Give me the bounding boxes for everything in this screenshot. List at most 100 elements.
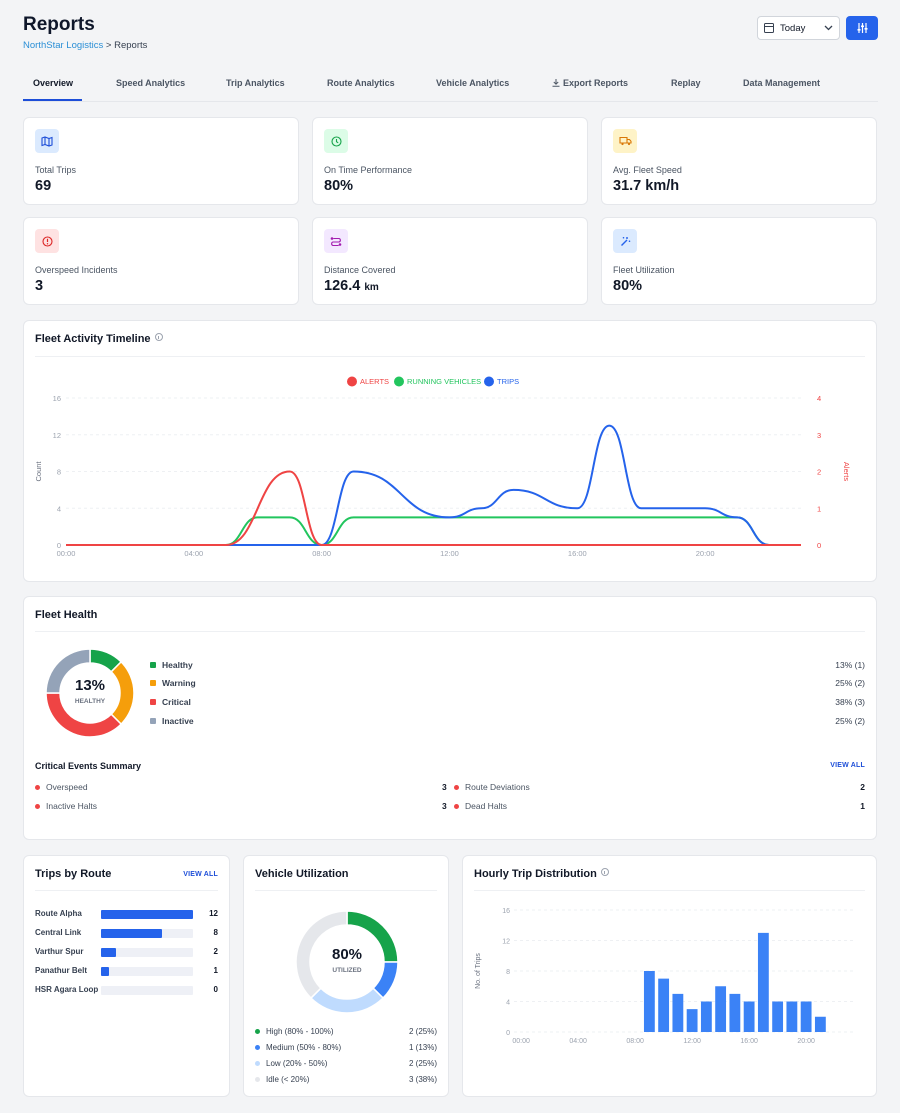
info-icon[interactable] [154, 333, 163, 341]
breadcrumb-separator: > [105, 40, 112, 51]
calendar-icon [764, 23, 774, 33]
y-tick-label: 8 [57, 468, 61, 477]
tab-route-analytics[interactable]: Route Analytics [327, 78, 395, 88]
route-label: Panathur Belt [35, 966, 88, 975]
hourly-title-text: Hourly Trip Distribution [474, 868, 597, 880]
route-label: Central Link [35, 928, 82, 937]
critical-events-view-all-link[interactable]: VIEW ALL [830, 762, 865, 769]
y2-tick-label: 0 [817, 541, 821, 550]
event-route-deviations: Route Deviations [454, 782, 530, 792]
health-center-label: HEALTHY [74, 698, 106, 705]
kpi-label: Avg. Fleet Speed [613, 165, 682, 175]
hourly-bar [786, 1001, 798, 1032]
card-divider [35, 356, 865, 357]
y-tick-label: 0 [57, 541, 61, 550]
active-tab-indicator [23, 99, 82, 101]
x-tick-label: 16:00 [568, 549, 587, 558]
hourly-bar [772, 1001, 784, 1032]
kpi-card-overspeed: Overspeed Incidents 3 [23, 217, 299, 305]
card-divider [474, 890, 865, 891]
route-icon [324, 229, 348, 253]
card-divider [35, 890, 218, 891]
kpi-value: 31.7 km/h [613, 178, 680, 194]
card-divider [35, 631, 865, 632]
legend-label: ALERTS [360, 377, 389, 386]
kpi-value: 69 [35, 178, 52, 194]
timeline-title-text: Fleet Activity Timeline [35, 333, 151, 345]
page-title: Reports [23, 14, 95, 35]
info-icon[interactable] [600, 868, 609, 876]
x-tick-label: 08:00 [312, 549, 331, 558]
tab-overview[interactable]: Overview [33, 78, 74, 88]
y-tick-label: 16 [53, 394, 61, 403]
route-bar [101, 929, 163, 938]
x-tick-label: 12:00 [683, 1038, 701, 1045]
tab-data-management[interactable]: Data Management [743, 78, 821, 88]
utilization-center-value: 80% [331, 946, 363, 963]
y-tick-label: 4 [57, 504, 61, 513]
tab-export-reports-label: Export Reports [563, 78, 629, 88]
y-tick-label: 12 [53, 431, 61, 440]
kpi-number: 126.4 [324, 278, 361, 294]
event-route-deviations-count: 2 [860, 782, 865, 792]
health-pct-inactive: 25% (2) [835, 716, 865, 726]
utilization-center-label: UTILIZED [332, 967, 362, 974]
health-legend-inactive: Inactive [150, 716, 194, 726]
tab-trip-analytics[interactable]: Trip Analytics [226, 78, 285, 88]
date-filter-dropdown[interactable]: Today [757, 16, 840, 40]
tab-export-reports[interactable]: Export Reports [552, 78, 628, 88]
tab-vehicle-analytics[interactable]: Vehicle Analytics [436, 78, 510, 88]
map-icon [35, 129, 59, 153]
y2-tick-label: 2 [817, 468, 821, 477]
hourly-trip-distribution-card: Hourly Trip Distribution 0 4 8 12 16 00:00 04:… [462, 855, 877, 1097]
tab-speed-analytics[interactable]: Speed Analytics [116, 78, 186, 88]
kpi-label: Total Trips [35, 165, 77, 175]
filter-settings-button[interactable] [846, 16, 878, 40]
hourly-trip-chart: 0 4 8 12 16 00:00 04:00 08:00 12:00 16:00 20:00 No.… [475, 908, 856, 1045]
kpi-card-distance: Distance Covered 126.4 km [312, 217, 588, 305]
trips-by-route-view-all-link[interactable]: VIEW ALL [183, 871, 218, 878]
truck-icon [613, 129, 637, 153]
donut-slice [309, 987, 385, 1014]
breadcrumb-root-link[interactable]: NorthStar Logistics [23, 40, 104, 51]
fleet-health-title: Fleet Health [35, 609, 98, 621]
legend-label: TRIPS [497, 377, 519, 386]
vehicle-utilization-card: Vehicle Utilization 80% UTILIZED High (8… [243, 855, 449, 1097]
tab-replay[interactable]: Replay [671, 78, 701, 88]
y-tick-label: 16 [502, 908, 510, 915]
hourly-bar [643, 971, 655, 1032]
kpi-label: Overspeed Incidents [35, 265, 118, 275]
route-value: 2 [213, 947, 218, 956]
hourly-bar [743, 1001, 755, 1032]
route-label: Varthur Spur [35, 947, 84, 956]
kpi-value: 80% [613, 278, 643, 294]
series-line-running-vehicles [66, 516, 801, 547]
health-legend-healthy: Healthy [150, 660, 193, 670]
kpi-card-total-trips: Total Trips 69 [23, 117, 299, 205]
fleet-health-card: Fleet Health 13% HEALTHY Healthy Warning… [23, 596, 877, 840]
donut-slice [45, 648, 91, 694]
health-center-value: 13% [74, 677, 106, 694]
x-tick-label: 16:00 [740, 1038, 758, 1045]
kpi-label: Distance Covered [324, 265, 396, 275]
y-tick-label: 12 [502, 939, 510, 946]
timeline-title: Fleet Activity Timeline [35, 333, 163, 345]
alert-icon [35, 229, 59, 253]
fleet-activity-timeline-card: Fleet Activity Timeline 0 4 8 12 16 0 1 2 3 4 00:0… [23, 320, 877, 582]
wand-icon [613, 229, 637, 253]
route-label: Route Alpha [35, 909, 82, 918]
hourly-bar [672, 993, 684, 1032]
kpi-card-utilization: Fleet Utilization 80% [601, 217, 877, 305]
y-tick-label: 8 [506, 969, 510, 976]
kpi-value: 80% [324, 178, 354, 194]
donut-slice [295, 910, 348, 1000]
hourly-bar [686, 1009, 698, 1032]
date-filter-value: Today [780, 22, 806, 34]
route-bar-track [101, 910, 193, 919]
route-bar [101, 948, 117, 957]
event-dead-halts-count: 1 [860, 801, 865, 811]
utilization-row-low: Low (20% - 50%) 2 (25%) [255, 1059, 437, 1068]
utilization-row-medium: Medium (50% - 80%) 1 (13%) [255, 1043, 437, 1052]
route-value: 1 [213, 966, 218, 975]
